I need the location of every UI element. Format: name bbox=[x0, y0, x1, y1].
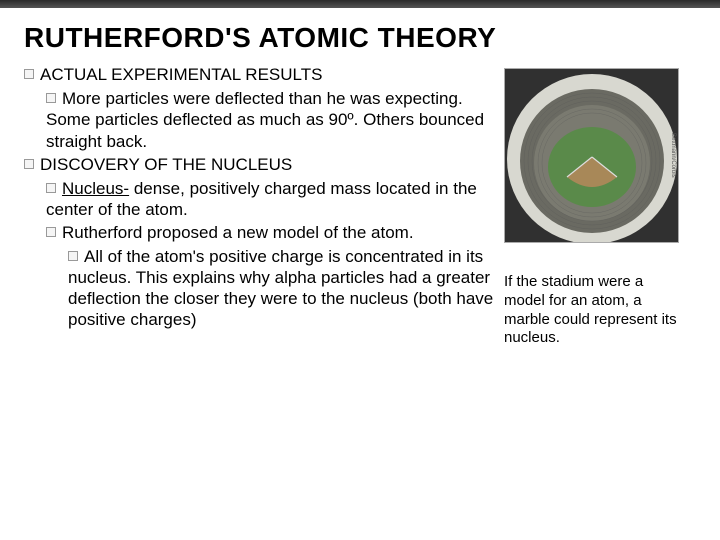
bullet-l2: More particles were deflected than he wa… bbox=[46, 88, 494, 152]
square-bullet-icon bbox=[46, 183, 56, 193]
image-credit: Bettmann/Corbis bbox=[666, 69, 676, 242]
underlined-term: Nucleus- bbox=[62, 179, 129, 198]
pitcher-mound bbox=[589, 168, 595, 174]
heading-text: DISCOVERY OF THE NUCLEUS bbox=[40, 155, 292, 174]
bullet-l3: All of the atom's positive charge is con… bbox=[68, 246, 494, 331]
image-caption: If the stadium were a model for an atom,… bbox=[504, 273, 684, 348]
slide-title: RUTHERFORD'S ATOMIC THEORY bbox=[0, 8, 720, 64]
square-bullet-icon bbox=[46, 227, 56, 237]
title-gradient-bar bbox=[0, 0, 720, 8]
heading-text: ACTUAL EXPERIMENTAL RESULTS bbox=[40, 65, 322, 84]
section-heading-2: DISCOVERY OF THE NUCLEUS bbox=[24, 154, 494, 176]
content-row: ACTUAL EXPERIMENTAL RESULTS More particl… bbox=[0, 64, 720, 348]
square-bullet-icon bbox=[24, 159, 34, 169]
stadium-fisheye-icon bbox=[505, 69, 679, 243]
image-column: Bettmann/Corbis If the stadium were a mo… bbox=[504, 64, 684, 348]
bullet-text: Rutherford proposed a new model of the a… bbox=[62, 223, 414, 242]
bullet-l2: Rutherford proposed a new model of the a… bbox=[46, 222, 494, 243]
square-bullet-icon bbox=[24, 69, 34, 79]
stadium-image: Bettmann/Corbis bbox=[504, 68, 679, 243]
text-column: ACTUAL EXPERIMENTAL RESULTS More particl… bbox=[24, 64, 504, 348]
square-bullet-icon bbox=[46, 93, 56, 103]
bullet-text: All of the atom's positive charge is con… bbox=[68, 247, 493, 330]
section-heading-1: ACTUAL EXPERIMENTAL RESULTS bbox=[24, 64, 494, 86]
bullet-l2: Nucleus- dense, positively charged mass … bbox=[46, 178, 494, 221]
square-bullet-icon bbox=[68, 251, 78, 261]
bullet-text: More particles were deflected than he wa… bbox=[46, 89, 484, 151]
